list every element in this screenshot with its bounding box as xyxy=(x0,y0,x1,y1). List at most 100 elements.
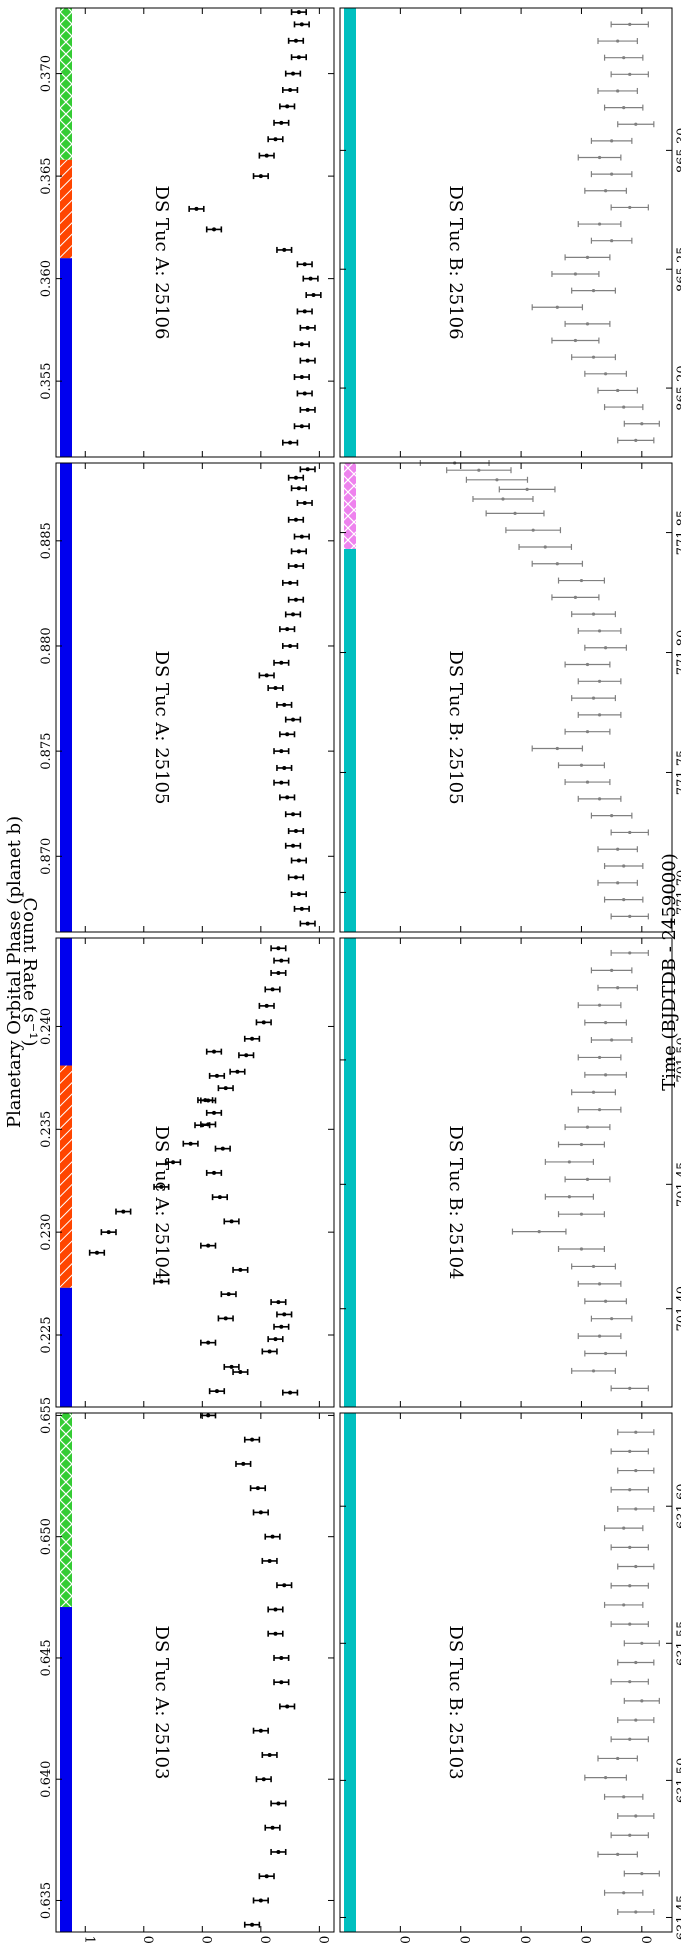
data-point xyxy=(610,1832,649,1839)
data-point xyxy=(597,1851,638,1858)
data-point xyxy=(267,1606,284,1613)
tick-label: 0.635 xyxy=(39,1882,54,1919)
band-cyan-25105-0 xyxy=(344,548,356,932)
band-blue-25104-0 xyxy=(60,1287,72,1407)
data-point xyxy=(115,1208,132,1215)
data-point xyxy=(299,406,316,413)
data-point xyxy=(258,672,275,679)
data-point xyxy=(590,137,633,144)
tick-label: 0.880 xyxy=(39,627,54,664)
data-point xyxy=(290,485,308,492)
data-point xyxy=(603,1601,644,1608)
data-point xyxy=(564,661,611,668)
data-point xyxy=(267,136,284,143)
data-point xyxy=(617,1563,655,1570)
count-rate-tick-label: 0.6 xyxy=(198,1936,213,1945)
panel-frame xyxy=(55,937,335,1408)
data-point xyxy=(284,811,302,818)
data-point xyxy=(610,949,649,956)
data-point xyxy=(264,1533,281,1540)
data-point xyxy=(261,1557,278,1564)
data-point xyxy=(571,287,616,294)
data-point xyxy=(571,1367,616,1374)
band-cyan-25103-0 xyxy=(344,1413,356,1932)
data-point xyxy=(597,984,638,991)
band-blue-25104-2 xyxy=(60,938,72,1066)
data-point xyxy=(287,596,305,603)
data-point xyxy=(564,1176,611,1183)
panel-frame xyxy=(55,1412,335,1933)
data-point xyxy=(610,1448,649,1455)
data-point xyxy=(267,685,284,692)
data-point xyxy=(270,1848,287,1855)
data-point xyxy=(255,1776,272,1783)
data-point xyxy=(281,642,299,649)
data-point xyxy=(564,779,611,786)
data-point xyxy=(610,1544,649,1551)
data-point xyxy=(564,728,611,735)
tick-label: 631.45 xyxy=(675,1895,681,1941)
data-point xyxy=(281,87,299,94)
data-point xyxy=(276,764,293,771)
band-green-25103-1 xyxy=(60,1413,72,1608)
data-point xyxy=(610,1621,649,1628)
data-point xyxy=(597,879,638,886)
data-point xyxy=(296,499,313,506)
tick-label: 865.25 xyxy=(675,246,681,292)
data-point xyxy=(293,533,310,540)
data-point xyxy=(88,1249,106,1256)
data-point xyxy=(610,1385,649,1392)
data-point xyxy=(617,1505,655,1512)
panel-label: DS Tuc A: 25103 xyxy=(151,1626,172,1780)
panel-b-25103: 631.45 631.50 631.55 631.60 0.5 0.4 0.3 0.2 0.1 D… xyxy=(339,1412,681,1945)
data-point xyxy=(617,1908,655,1915)
data-point xyxy=(597,1755,638,1762)
data-point xyxy=(200,1242,217,1249)
data-point xyxy=(603,1793,644,1800)
data-point xyxy=(287,563,305,570)
data-point xyxy=(281,579,299,586)
tick-label: 0.870 xyxy=(39,838,54,875)
count-rate-tick-label: 0.3 xyxy=(517,1936,532,1945)
data-point xyxy=(590,1315,633,1322)
data-point xyxy=(223,1218,240,1225)
panel-frame xyxy=(339,1412,673,1933)
data-point xyxy=(243,1921,261,1928)
data-point xyxy=(284,716,302,723)
data-point xyxy=(610,21,649,28)
data-point xyxy=(273,779,290,786)
data-point xyxy=(252,1897,269,1904)
panel-a-25104: 0.225 0.230 0.235 0.240 DS Tuc A: 25104 xyxy=(39,937,335,1408)
data-point xyxy=(305,292,322,299)
data-point xyxy=(584,370,627,377)
data-point xyxy=(590,812,633,819)
data-point xyxy=(261,1348,278,1355)
data-point xyxy=(577,221,622,228)
count-rate-tick-label: 0.4 xyxy=(257,1936,272,1945)
data-point xyxy=(617,121,655,128)
data-point xyxy=(200,1339,217,1346)
data-point xyxy=(217,1085,234,1092)
data-point xyxy=(267,1630,284,1637)
data-point xyxy=(571,611,616,618)
data-point xyxy=(235,1460,252,1467)
data-point xyxy=(220,1291,237,1298)
data-point xyxy=(551,594,600,601)
data-point xyxy=(465,476,529,483)
data-point xyxy=(287,474,305,481)
data-point xyxy=(281,439,299,446)
data-point xyxy=(617,437,655,444)
panel-label: DS Tuc B: 25106 xyxy=(445,185,466,339)
data-point xyxy=(264,986,281,993)
panel-label: DS Tuc A: 25105 xyxy=(151,651,172,805)
data-point xyxy=(287,828,305,835)
panel-label: DS Tuc A: 25104 xyxy=(151,1126,172,1280)
data-point xyxy=(299,357,316,364)
data-point xyxy=(603,863,644,870)
bottom-axis-title: Time (BJDTDB - 2459000) xyxy=(659,853,680,1090)
data-point xyxy=(557,1141,605,1148)
data-point xyxy=(544,1158,595,1165)
data-point xyxy=(273,1323,290,1330)
data-point xyxy=(270,945,287,952)
data-point xyxy=(284,842,302,849)
